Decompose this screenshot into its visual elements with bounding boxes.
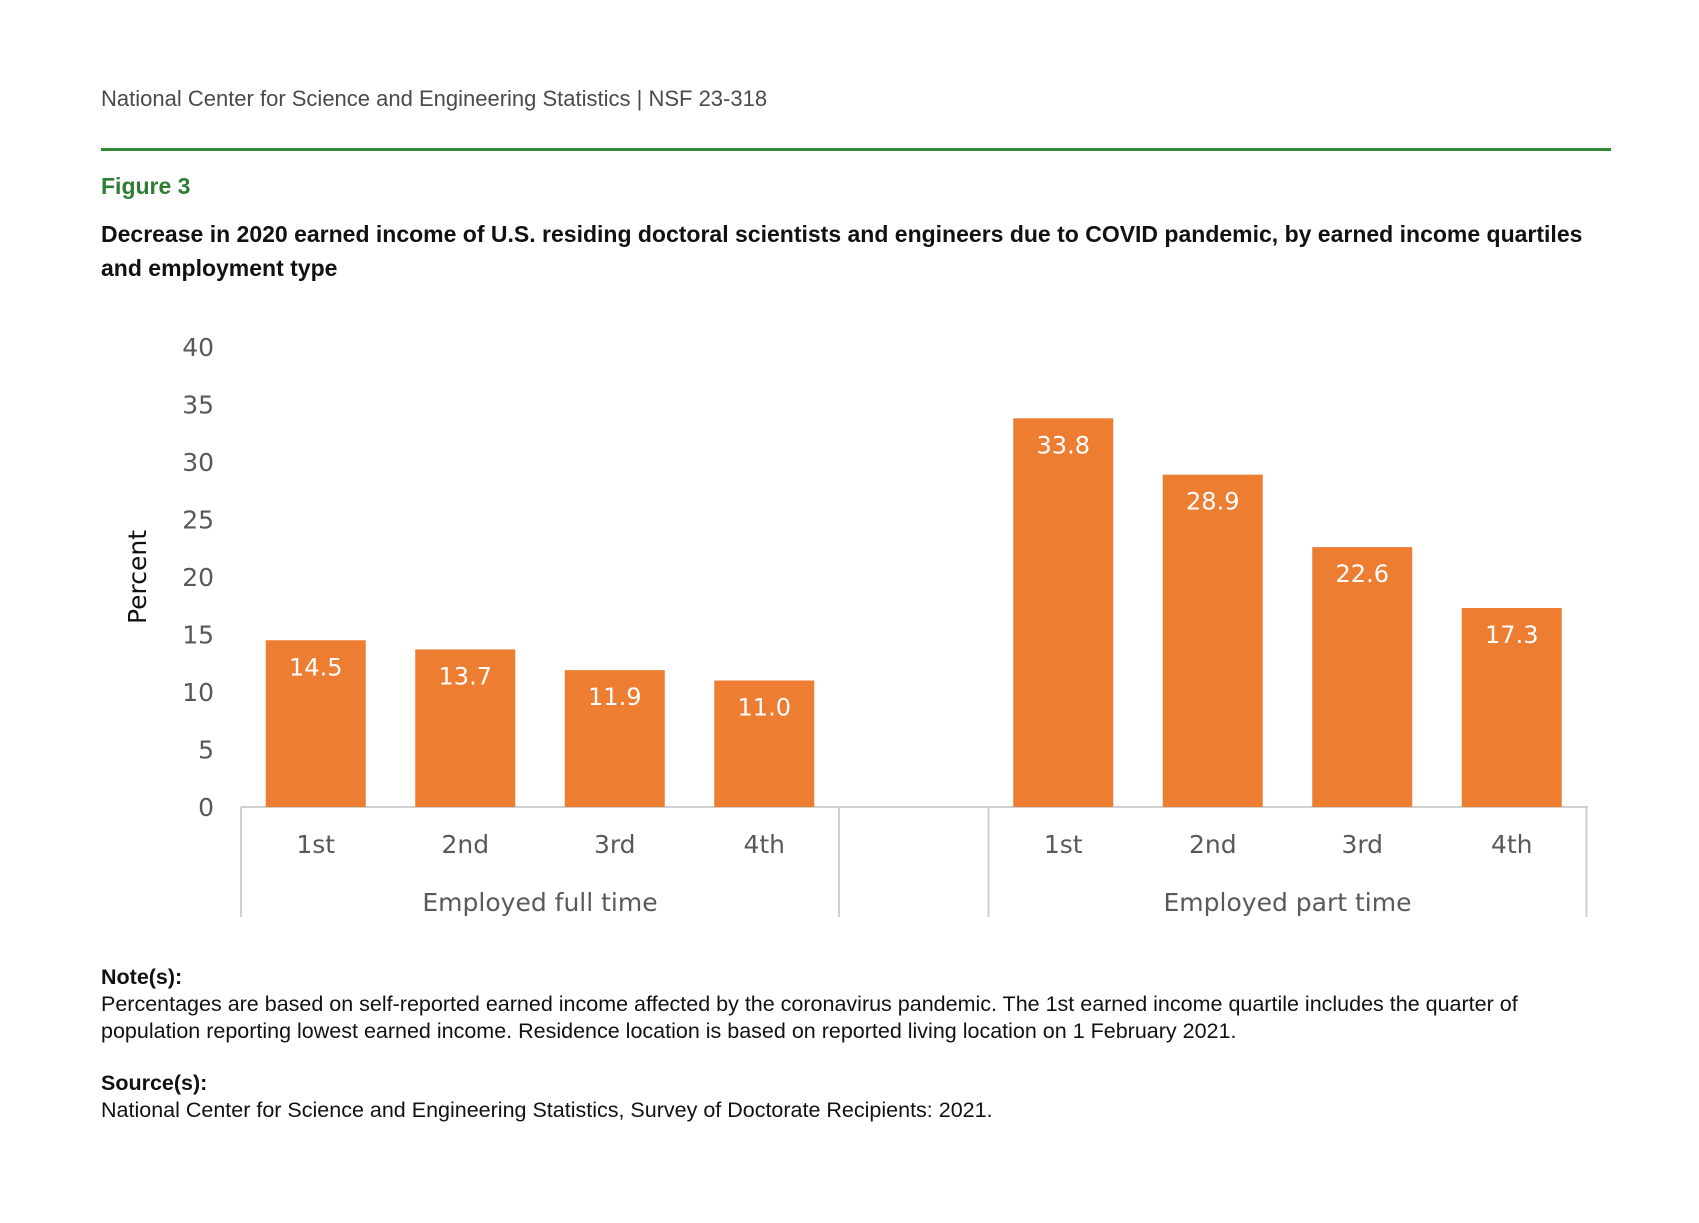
bar-value-label: 17.3	[1485, 621, 1538, 649]
y-tick-label: 30	[182, 448, 214, 477]
y-tick-label: 35	[182, 391, 214, 420]
bar-value-label: 14.5	[289, 653, 342, 681]
y-axis-label: Percent	[123, 530, 152, 624]
bar	[1162, 474, 1263, 807]
bar	[564, 670, 665, 807]
x-group-label: Employed full time	[422, 888, 657, 917]
bar-value-label: 33.8	[1037, 431, 1090, 459]
figure-title: Decrease in 2020 earned income of U.S. r…	[101, 221, 1583, 281]
bar-value-label: 11.0	[738, 694, 791, 722]
bar-value-label: 13.7	[439, 662, 492, 690]
y-tick-label: 0	[198, 793, 214, 822]
y-tick-label: 25	[182, 506, 214, 535]
source-text: National Center for Science and Engineer…	[101, 1098, 993, 1122]
bar	[415, 649, 516, 807]
y-tick-label: 10	[182, 678, 214, 707]
bar	[265, 640, 366, 807]
x-category-label: 1st	[296, 830, 335, 859]
bar	[1013, 418, 1114, 807]
x-category-label: 1st	[1044, 830, 1083, 859]
y-tick-label: 15	[182, 621, 214, 650]
source-heading: Source(s):	[101, 1071, 208, 1095]
bar	[1312, 547, 1413, 807]
bar-value-label: 22.6	[1336, 560, 1389, 588]
report-header: National Center for Science and Engineer…	[101, 86, 768, 111]
notes-text: Percentages are based on self-reported e…	[101, 992, 1518, 1043]
source-section: Source(s): National Center for Science a…	[101, 1070, 1611, 1124]
x-category-label: 3rd	[1341, 830, 1383, 859]
y-tick-label: 20	[182, 563, 214, 592]
x-category-label: 2nd	[1189, 830, 1237, 859]
x-category-label: 4th	[1491, 830, 1533, 859]
bar	[714, 680, 815, 807]
notes-heading: Note(s):	[101, 965, 183, 989]
bar	[1461, 608, 1562, 807]
bar-value-label: 11.9	[588, 683, 641, 711]
x-category-label: 2nd	[441, 830, 489, 859]
x-category-label: 4th	[743, 830, 785, 859]
header-divider	[101, 148, 1611, 151]
x-group-label: Employed part time	[1164, 888, 1412, 917]
y-tick-label: 40	[182, 333, 214, 362]
x-category-label: 3rd	[594, 830, 636, 859]
figure-label: Figure 3	[101, 173, 191, 199]
bar-chart: 0 5 10 15 20 25 30 35 40 Percent 14.5 1st 13.7 2nd 11.…	[123, 333, 1588, 917]
notes-section: Note(s): Percentages are based on self-r…	[101, 964, 1611, 1045]
bar-value-label: 28.9	[1186, 488, 1239, 516]
y-tick-label: 5	[198, 736, 214, 765]
